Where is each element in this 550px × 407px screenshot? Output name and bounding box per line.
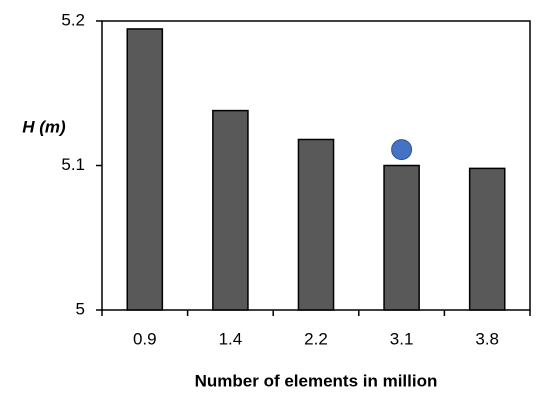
bar (297, 138, 335, 311)
bar (383, 164, 420, 311)
x-axis-title: Number of elements in million (195, 371, 438, 390)
x-tick-label: 1.4 (219, 329, 243, 348)
x-tick-label: 2.2 (304, 329, 328, 348)
y-tick-label: 5.1 (61, 155, 85, 174)
bar (468, 167, 506, 311)
marker (391, 139, 413, 161)
x-tick-label: 0.9 (133, 329, 157, 348)
y-tick-label: 5.2 (61, 10, 85, 29)
bar (126, 28, 164, 311)
bar (212, 109, 249, 311)
x-tick-label: 3.1 (390, 329, 414, 348)
y-axis-title: H (m) (22, 117, 66, 136)
y-tick-label: 5 (76, 299, 85, 318)
x-tick-label: 3.8 (475, 329, 499, 348)
